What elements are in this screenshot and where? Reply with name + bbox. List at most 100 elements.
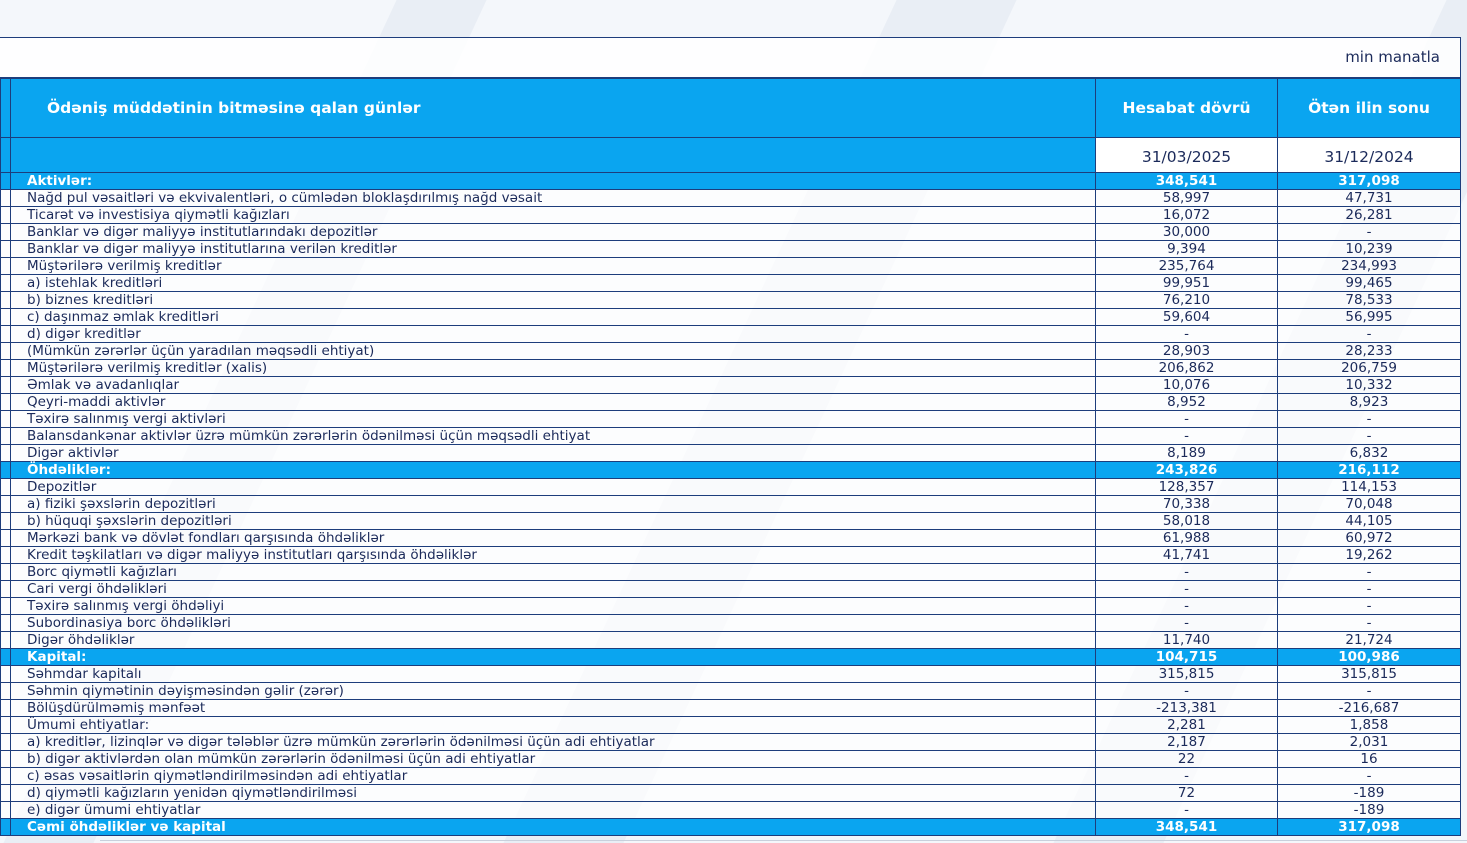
value-current: 243,826 <box>1095 461 1278 479</box>
value-current: - <box>1095 614 1278 632</box>
balance-sheet: min manatla Ödəniş müddətinin bitməsinə … <box>0 37 1461 836</box>
section-row: Cəmi öhdəliklər və kapital 348,541 317,0… <box>0 818 1461 836</box>
edge-cell <box>0 461 11 479</box>
table-row: Balansdankənar aktivlər üzrə mümkün zərə… <box>0 427 1461 445</box>
value-previous: 6,832 <box>1277 444 1461 462</box>
value-previous: - <box>1277 563 1461 581</box>
edge-cell <box>0 631 11 649</box>
value-previous: -216,687 <box>1277 699 1461 717</box>
edge-cell <box>0 682 11 700</box>
row-label: Ümumi ehtiyatlar: <box>10 716 1096 734</box>
table-row: Subordinasiya borc öhdəlikləri - - <box>0 614 1461 632</box>
edge-cell <box>0 546 11 564</box>
row-label: Mərkəzi bank və dövlət fondları qarşısın… <box>10 529 1096 547</box>
row-label: Səhmin qiymətinin dəyişməsindən gəlir (z… <box>10 682 1096 700</box>
edge-cell <box>0 274 11 292</box>
row-label: Banklar və digər maliyyə institutlarına … <box>10 240 1096 258</box>
row-label: d) digər kreditlər <box>10 325 1096 343</box>
value-previous: - <box>1277 767 1461 785</box>
row-label: a) fiziki şəxslərin depozitləri <box>10 495 1096 513</box>
row-label: Təxirə salınmış vergi öhdəliyi <box>10 597 1096 615</box>
unit-row: min manatla <box>0 38 1460 78</box>
edge-cell <box>0 478 11 496</box>
edge-cell <box>0 342 11 360</box>
edge-cell <box>0 495 11 513</box>
row-label: Kapital: <box>10 648 1096 666</box>
value-previous: - <box>1277 410 1461 428</box>
table-row: c) əsas vəsaitlərin qiymətləndirilməsind… <box>0 767 1461 785</box>
table-row: Təxirə salınmış vergi aktivləri - - <box>0 410 1461 428</box>
table-row: d) qiymətli kağızların yenidən qiymətlən… <box>0 784 1461 802</box>
section-row: Öhdəliklər: 243,826 216,112 <box>0 461 1461 479</box>
value-previous: 21,724 <box>1277 631 1461 649</box>
value-current: 104,715 <box>1095 648 1278 666</box>
value-previous: 317,098 <box>1277 818 1461 836</box>
edge-cell <box>0 784 11 802</box>
balance-table: Ödəniş müddətinin bitməsinə qalan günlər… <box>0 78 1461 836</box>
value-previous: - <box>1277 597 1461 615</box>
value-current: 76,210 <box>1095 291 1278 309</box>
edge-cell <box>0 308 11 326</box>
value-previous: 10,239 <box>1277 240 1461 258</box>
edge-cell <box>0 580 11 598</box>
row-label: c) əsas vəsaitlərin qiymətləndirilməsind… <box>10 767 1096 785</box>
value-current: 2,281 <box>1095 716 1278 734</box>
row-label: Müştərilərə verilmiş kreditlər <box>10 257 1096 275</box>
date-current: 31/03/2025 <box>1095 137 1278 173</box>
section-row: Kapital: 104,715 100,986 <box>0 648 1461 666</box>
value-current: 59,604 <box>1095 308 1278 326</box>
unit-note: min manatla <box>1345 48 1440 66</box>
value-previous: - <box>1277 427 1461 445</box>
header-col-current: Hesabat dövrü <box>1095 78 1278 138</box>
value-current: 235,764 <box>1095 257 1278 275</box>
value-previous: 78,533 <box>1277 291 1461 309</box>
value-previous: 234,993 <box>1277 257 1461 275</box>
value-current: 72 <box>1095 784 1278 802</box>
value-previous: 315,815 <box>1277 665 1461 683</box>
table-row: d) digər kreditlər - - <box>0 325 1461 343</box>
value-previous: -189 <box>1277 801 1461 819</box>
table-row: Nağd pul vəsaitləri və ekvivalentləri, o… <box>0 189 1461 207</box>
row-label: Digər aktivlər <box>10 444 1096 462</box>
table-row: Banklar və digər maliyyə institutlarında… <box>0 223 1461 241</box>
value-current: - <box>1095 682 1278 700</box>
value-current: 8,189 <box>1095 444 1278 462</box>
edge-cell <box>0 801 11 819</box>
edge-cell <box>0 137 11 173</box>
value-current: 61,988 <box>1095 529 1278 547</box>
header-row: Ödəniş müddətinin bitməsinə qalan günlər… <box>0 78 1461 138</box>
table-row: Banklar və digər maliyyə institutlarına … <box>0 240 1461 258</box>
value-current: - <box>1095 427 1278 445</box>
table-row: Müştərilərə verilmiş kreditlər 235,764 2… <box>0 257 1461 275</box>
table-row: e) digər ümumi ehtiyatlar - -189 <box>0 801 1461 819</box>
value-previous: 317,098 <box>1277 172 1461 190</box>
value-previous: 60,972 <box>1277 529 1461 547</box>
row-label: Təxirə salınmış vergi aktivləri <box>10 410 1096 428</box>
value-current: 315,815 <box>1095 665 1278 683</box>
value-current: 128,357 <box>1095 478 1278 496</box>
edge-cell <box>0 716 11 734</box>
value-previous: 56,995 <box>1277 308 1461 326</box>
value-current: - <box>1095 767 1278 785</box>
edge-cell <box>0 410 11 428</box>
edge-cell <box>0 512 11 530</box>
value-previous: 47,731 <box>1277 189 1461 207</box>
header-col-previous: Ötən ilin sonu <box>1277 78 1461 138</box>
table-row: a) istehlak kreditləri 99,951 99,465 <box>0 274 1461 292</box>
edge-cell <box>0 767 11 785</box>
row-label: Səhmdar kapitalı <box>10 665 1096 683</box>
table-row: Səhmin qiymətinin dəyişməsindən gəlir (z… <box>0 682 1461 700</box>
table-row: Müştərilərə verilmiş kreditlər (xalis) 2… <box>0 359 1461 377</box>
value-current: 58,997 <box>1095 189 1278 207</box>
edge-cell <box>0 733 11 751</box>
section-row: Aktivlər: 348,541 317,098 <box>0 172 1461 190</box>
value-current: 206,862 <box>1095 359 1278 377</box>
table-row: Bölüşdürülməmiş mənfəət -213,381 -216,68… <box>0 699 1461 717</box>
value-previous: 70,048 <box>1277 495 1461 513</box>
table-row: Mərkəzi bank və dövlət fondları qarşısın… <box>0 529 1461 547</box>
edge-cell <box>0 750 11 768</box>
table-row: b) biznes kreditləri 76,210 78,533 <box>0 291 1461 309</box>
value-previous: 28,233 <box>1277 342 1461 360</box>
table-row: Depozitlər 128,357 114,153 <box>0 478 1461 496</box>
value-previous: 10,332 <box>1277 376 1461 394</box>
